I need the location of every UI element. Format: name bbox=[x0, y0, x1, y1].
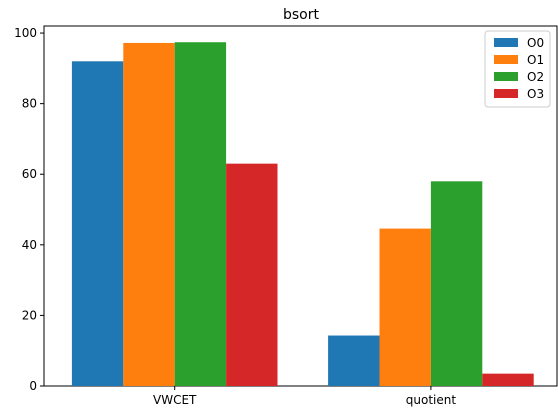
legend-label-o1: O1 bbox=[527, 53, 544, 67]
bar-o1-vwcet bbox=[123, 42, 175, 387]
bar-o2-vwcet bbox=[174, 42, 227, 387]
y-tick-label: 0 bbox=[29, 379, 37, 393]
y-axis: 0 20 40 60 80 100 bbox=[14, 26, 44, 393]
legend-label-o3: O3 bbox=[527, 87, 544, 101]
y-tick-label: 20 bbox=[22, 308, 37, 322]
bar-o3-quotient bbox=[482, 373, 534, 386]
plot-area bbox=[43, 25, 558, 387]
bar-o2-quotient bbox=[430, 181, 483, 386]
x-axis: VWCET quotient bbox=[153, 386, 456, 407]
x-tick-label: VWCET bbox=[153, 393, 197, 407]
bar-o0-quotient bbox=[328, 335, 380, 386]
y-tick-label: 80 bbox=[22, 97, 37, 111]
x-tick-label: quotient bbox=[406, 393, 457, 407]
legend-box bbox=[484, 30, 551, 108]
legend-label-o0: O0 bbox=[527, 36, 544, 50]
legend-swatch-o1 bbox=[494, 55, 518, 64]
chart-title: bsort bbox=[283, 7, 320, 23]
y-tick-label: 60 bbox=[22, 167, 37, 181]
legend-label-o2: O2 bbox=[527, 70, 544, 84]
bar-o3-vwcet bbox=[226, 163, 278, 386]
bar-o0-vwcet bbox=[71, 61, 124, 386]
legend-swatch-o0 bbox=[494, 38, 518, 47]
legend-swatch-o3 bbox=[494, 89, 518, 98]
bars-group bbox=[71, 42, 534, 387]
legend-swatch-o2 bbox=[494, 72, 518, 81]
bar-o1-quotient bbox=[379, 228, 431, 386]
legend: O0 O1 O2 O3 bbox=[484, 30, 551, 108]
y-tick-label: 100 bbox=[14, 26, 37, 40]
y-tick-label: 40 bbox=[22, 238, 37, 252]
